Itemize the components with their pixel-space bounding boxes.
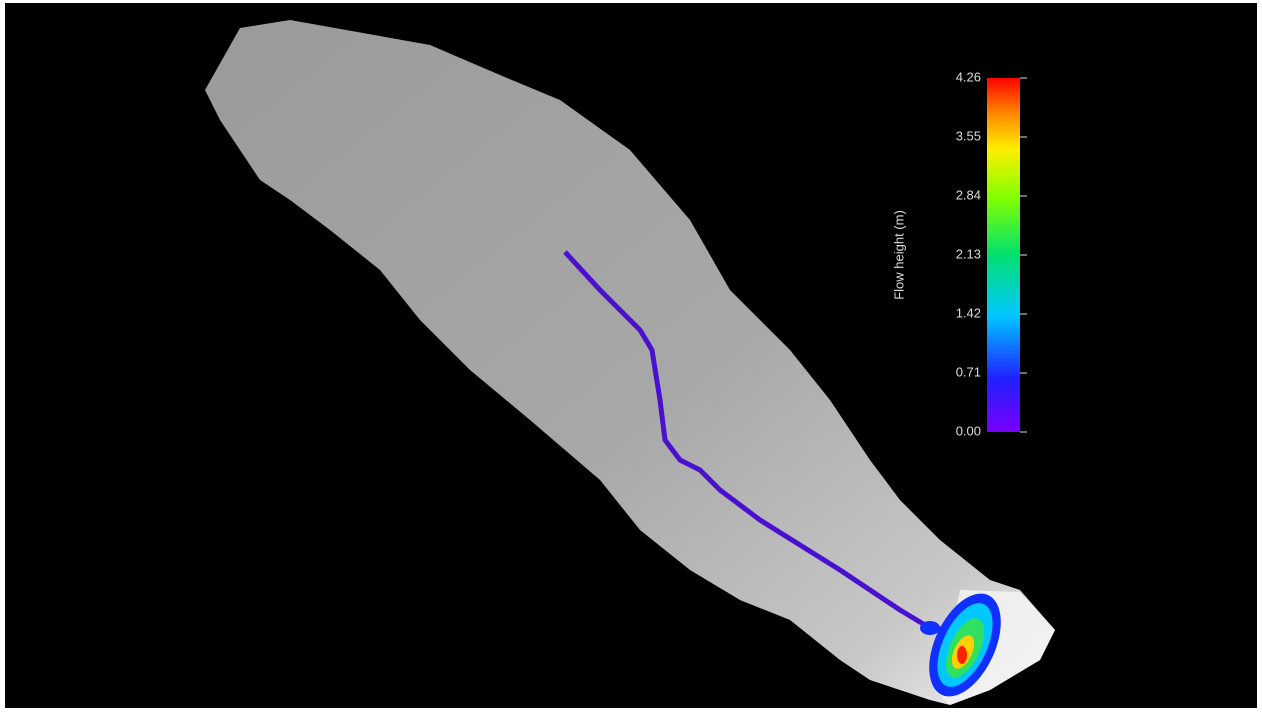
render-view: Flow height (m) 0.00 0.71 1.42 2.13 2.84 3.55… [0, 0, 1262, 713]
colorbar [987, 78, 1020, 432]
tick-label: 2.84 [956, 187, 981, 202]
tick-label: 1.42 [956, 305, 981, 320]
colorbar-title: Flow height (m) [891, 210, 906, 300]
tick-label: 2.13 [956, 246, 981, 261]
tick-label: 3.55 [956, 128, 981, 143]
page: {"colorbar": {"title": "Flow height (m)"… [0, 0, 1262, 713]
tick-label: 0.00 [956, 423, 981, 438]
tick-label: 4.26 [956, 69, 981, 84]
tick-label: 0.71 [956, 364, 981, 379]
